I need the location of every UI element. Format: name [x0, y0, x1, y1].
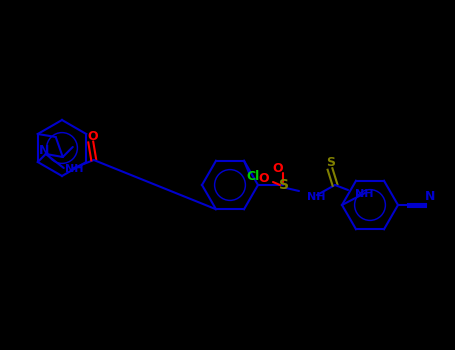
Text: Cl: Cl: [246, 170, 260, 183]
Text: O: O: [273, 161, 283, 175]
Text: N: N: [39, 145, 49, 158]
Text: NH: NH: [307, 192, 325, 202]
Text: S: S: [279, 178, 289, 192]
Text: O: O: [259, 173, 269, 186]
Text: N: N: [425, 190, 435, 203]
Text: NH: NH: [65, 164, 83, 174]
Text: NH: NH: [355, 189, 374, 199]
Text: S: S: [327, 155, 335, 168]
Text: O: O: [87, 130, 98, 142]
